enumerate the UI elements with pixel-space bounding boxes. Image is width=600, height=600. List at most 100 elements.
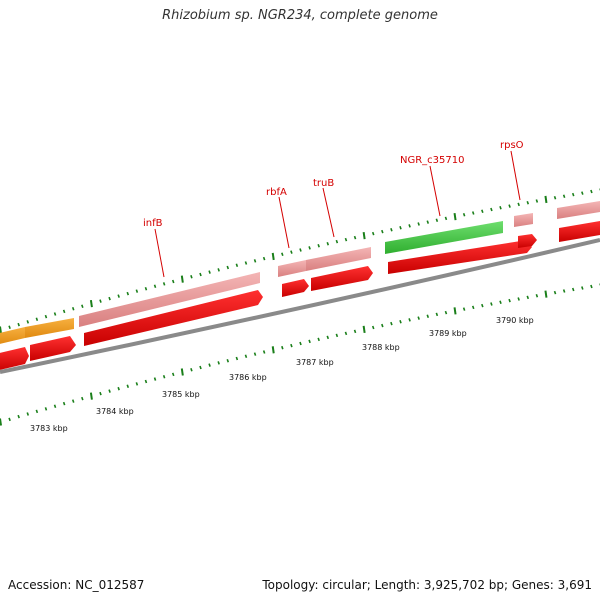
minor-tick: [62, 401, 66, 406]
gene-label-NGR_c35710[interactable]: NGR_c35710: [400, 155, 465, 166]
major-tick: [89, 300, 93, 308]
minor-tick: [162, 374, 166, 379]
minor-tick: [417, 316, 420, 320]
minor-tick: [526, 200, 530, 205]
cds-arrow[interactable]: [518, 234, 537, 248]
cds-arrow[interactable]: [30, 336, 76, 361]
minor-tick: [217, 361, 220, 365]
outer-tick-ring: [0, 188, 600, 334]
minor-tick: [335, 333, 339, 338]
minor-tick: [226, 265, 230, 270]
minor-tick: [71, 307, 75, 311]
minor-tick: [171, 372, 175, 377]
gene-box-infB[interactable]: [79, 272, 260, 327]
minor-tick: [144, 286, 148, 291]
gene-labels: infB rbfA truB NGR_c35710 rpsO: [143, 140, 524, 278]
minor-tick: [326, 241, 330, 246]
scale-label: 3788 kbp: [362, 343, 400, 352]
minor-tick: [408, 318, 411, 322]
gene-label-infB[interactable]: infB: [143, 218, 163, 229]
minor-tick: [71, 399, 75, 403]
gene-label-truB[interactable]: truB: [313, 178, 334, 189]
cds-arrow[interactable]: [559, 221, 600, 242]
minor-tick: [35, 409, 39, 414]
cds-track: [0, 221, 600, 371]
minor-tick: [490, 207, 493, 212]
minor-tick: [199, 365, 202, 370]
minor-tick: [344, 331, 348, 336]
minor-tick: [199, 272, 202, 277]
cds-arrow[interactable]: [388, 240, 532, 274]
minor-tick: [117, 386, 120, 391]
minor-tick: [17, 414, 20, 419]
cds-arrow[interactable]: [311, 266, 373, 291]
major-tick: [453, 212, 457, 221]
gene-box-truB[interactable]: [306, 247, 371, 271]
minor-tick: [99, 391, 102, 396]
scale-label: 3786 kbp: [229, 373, 267, 382]
minor-tick: [399, 226, 402, 230]
cds-arrow[interactable]: [84, 290, 263, 346]
minor-tick: [535, 293, 539, 298]
feature-track: [0, 201, 600, 345]
gene-box-NGR_c35710[interactable]: [385, 221, 503, 254]
gene-box-orange-1[interactable]: [0, 327, 25, 345]
minor-tick: [62, 309, 66, 314]
minor-tick: [253, 352, 257, 356]
minor-tick: [499, 206, 502, 210]
major-tick: [0, 326, 2, 334]
minor-tick: [317, 244, 320, 248]
minor-tick: [290, 343, 293, 348]
minor-tick: [581, 286, 584, 290]
minor-tick: [99, 299, 102, 303]
minor-tick: [353, 329, 357, 334]
minor-tick: [517, 297, 520, 301]
minor-tick: [117, 294, 120, 298]
minor-tick: [126, 291, 130, 296]
minor-tick: [153, 284, 157, 289]
minor-tick: [462, 307, 466, 311]
minor-tick: [444, 216, 448, 221]
minor-tick: [171, 279, 175, 284]
minor-tick: [553, 290, 557, 295]
minor-tick: [217, 268, 220, 272]
minor-tick: [235, 356, 239, 361]
minor-tick: [317, 337, 320, 342]
minor-tick: [371, 231, 375, 236]
minor-tick: [499, 300, 502, 305]
minor-tick: [571, 287, 575, 292]
gene-box-right[interactable]: [557, 201, 600, 219]
gene-label-rbfA[interactable]: rbfA: [266, 187, 287, 198]
major-tick: [544, 290, 548, 298]
minor-tick: [581, 191, 584, 195]
minor-tick: [281, 345, 284, 350]
minor-tick: [153, 377, 157, 381]
minor-tick: [390, 321, 393, 326]
gene-box-rbfA[interactable]: [278, 260, 306, 277]
genome-info-label: Topology: circular; Length: 3,925,702 bp…: [262, 578, 592, 592]
minor-tick: [135, 289, 139, 293]
minor-tick: [308, 246, 311, 250]
genome-title: Rhizobium sp. NGR234, complete genome: [162, 8, 438, 23]
minor-tick: [553, 196, 557, 200]
minor-tick: [471, 305, 475, 310]
gene-label-rpsO[interactable]: rpsO: [500, 140, 524, 151]
cds-arrow[interactable]: [0, 347, 29, 371]
genome-backbone: [0, 238, 600, 374]
major-tick: [271, 252, 275, 261]
major-tick: [544, 195, 548, 204]
minor-tick: [108, 389, 111, 393]
minor-tick: [417, 222, 420, 226]
gene-box-orange-2[interactable]: [25, 318, 74, 338]
cds-arrow[interactable]: [282, 279, 309, 297]
minor-tick: [444, 310, 448, 315]
gene-box-rpsO[interactable]: [514, 213, 533, 227]
minor-tick: [381, 229, 384, 234]
minor-tick: [35, 317, 39, 321]
minor-tick: [190, 275, 193, 279]
minor-tick: [508, 298, 511, 303]
minor-tick: [108, 296, 111, 301]
minor-tick: [462, 213, 466, 217]
minor-tick: [44, 314, 48, 319]
